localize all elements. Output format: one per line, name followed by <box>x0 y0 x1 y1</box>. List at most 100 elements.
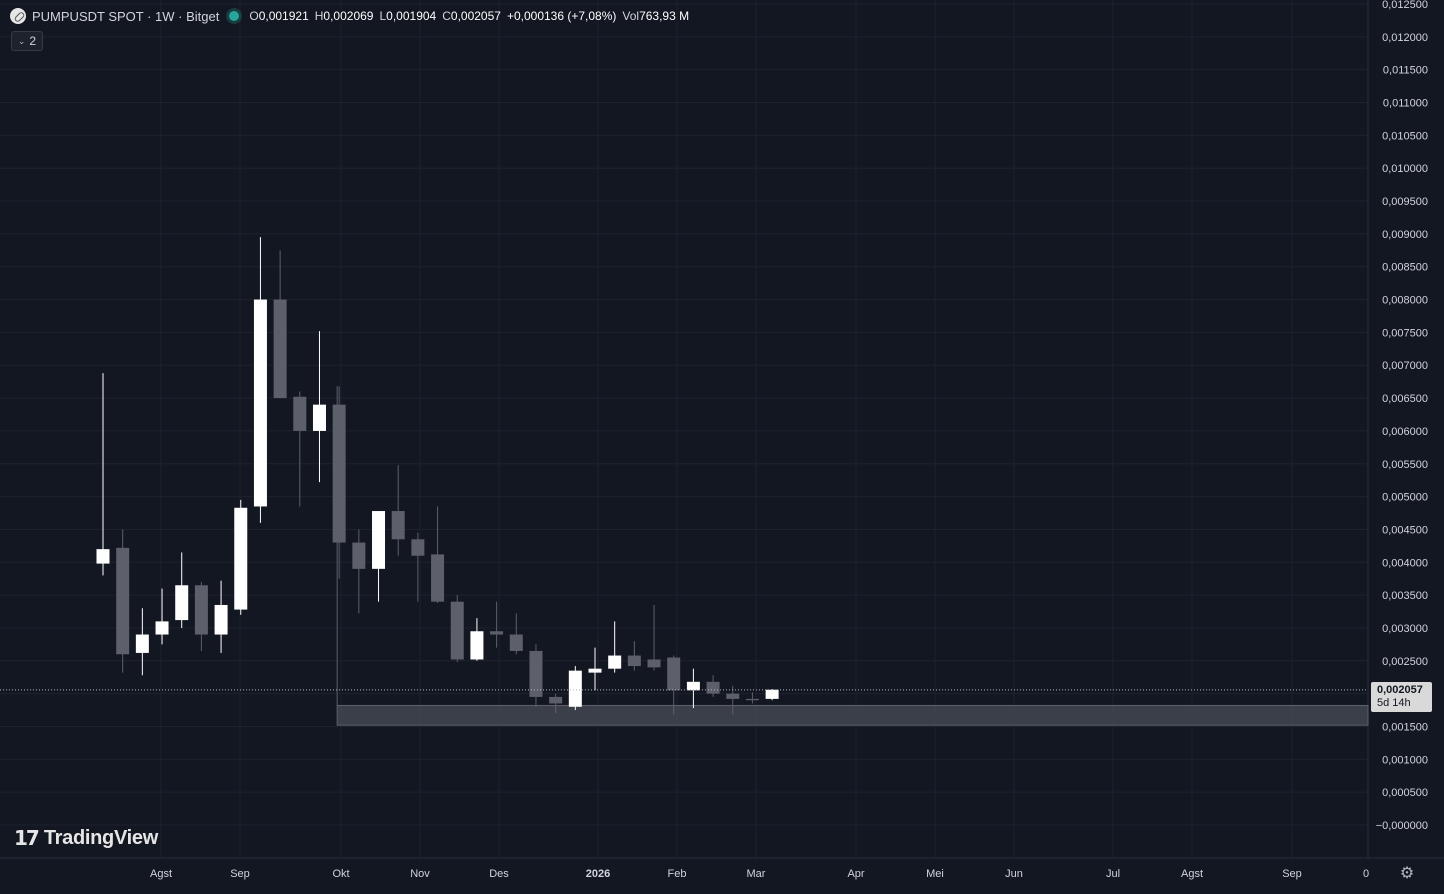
candle[interactable] <box>155 588 169 645</box>
candle[interactable] <box>116 529 130 673</box>
time-tick-label: 2026 <box>586 868 610 880</box>
candle-body <box>549 696 563 704</box>
candle[interactable] <box>332 386 346 579</box>
candle[interactable] <box>214 580 228 653</box>
candle[interactable] <box>175 552 189 628</box>
candle[interactable] <box>726 685 740 715</box>
candle-body <box>568 670 582 707</box>
candle[interactable] <box>745 692 759 704</box>
candles[interactable] <box>96 237 779 715</box>
price-tick-label: 0,009000 <box>1382 229 1428 241</box>
candle-body <box>509 634 523 651</box>
candle[interactable] <box>96 373 110 576</box>
tradingview-logo[interactable]: 17 TradingView <box>14 826 158 850</box>
low-value: 0,001904 <box>386 9 437 23</box>
candle-body <box>116 547 130 655</box>
candle[interactable] <box>411 532 425 602</box>
candle[interactable] <box>253 237 267 523</box>
time-axis[interactable]: Agst Sep Okt Nov Des 2026 Feb Mar Apr Mei Jun Jul Ag… <box>150 868 1369 880</box>
candle[interactable] <box>470 618 484 661</box>
candle[interactable] <box>431 506 445 604</box>
candle-body <box>529 650 543 697</box>
change-value: +0,000136 (+7,08%) <box>506 9 617 23</box>
tradingview-logo-text: TradingView <box>43 826 158 849</box>
price-tick-label: 0,006500 <box>1382 393 1428 405</box>
candle[interactable] <box>352 529 366 614</box>
price-tick-label: 0,011000 <box>1383 98 1428 110</box>
candle[interactable] <box>667 655 681 715</box>
candle-body <box>647 659 661 668</box>
candle[interactable] <box>529 644 543 707</box>
candle[interactable] <box>608 621 622 673</box>
candle-body <box>194 585 208 635</box>
market-status-icon[interactable] <box>229 11 240 21</box>
price-tick-label: 0,004500 <box>1382 524 1428 536</box>
price-axis[interactable]: 0,012500 0,012000 0,011500 0,011000 0,010500… <box>1376 0 1428 832</box>
time-tick-label: Okt <box>332 868 349 880</box>
candle-body <box>608 655 622 669</box>
candle-body <box>391 511 405 540</box>
open-label: O <box>249 9 259 23</box>
price-tick-label: 0,008500 <box>1382 262 1428 274</box>
candle-body <box>745 698 759 701</box>
price-tick-label: 0,003000 <box>1382 623 1428 635</box>
candle-body <box>96 549 110 564</box>
time-tick-label: Mei <box>926 868 944 880</box>
time-tick-label: Mar <box>747 868 766 880</box>
time-tick-label: Agst <box>150 868 172 880</box>
price-tick-label: 0,012500 <box>1382 0 1428 11</box>
indicators-count: 2 <box>29 34 37 48</box>
price-tick-label: 0,001000 <box>1382 754 1428 766</box>
high-value: 0,002069 <box>323 9 374 23</box>
candle-body <box>726 693 740 699</box>
candle[interactable] <box>686 668 700 709</box>
candle[interactable] <box>765 689 779 701</box>
candle[interactable] <box>391 465 405 556</box>
candle[interactable] <box>312 331 326 483</box>
high-label: H <box>314 9 324 23</box>
candle[interactable] <box>568 666 582 711</box>
candle[interactable] <box>194 581 208 651</box>
symbol-title[interactable]: PUMPUSDT SPOT · 1W · Bitget <box>32 8 220 24</box>
candle-body <box>372 511 386 569</box>
time-tick-label: Sep <box>230 868 250 880</box>
support-zone-rect[interactable] <box>336 704 1369 726</box>
time-tick-label: Feb <box>668 868 687 880</box>
volume-label: Vol <box>622 9 640 23</box>
candle[interactable] <box>706 675 720 697</box>
volume-value: 763,93 M <box>639 9 690 23</box>
candle[interactable] <box>549 693 563 714</box>
candle[interactable] <box>135 608 149 676</box>
candle[interactable] <box>293 391 307 507</box>
price-tick-label: 0,009500 <box>1382 196 1428 208</box>
candle[interactable] <box>588 647 602 691</box>
close-value: 0,002057 <box>450 9 501 23</box>
time-tick-label: Nov <box>410 868 430 880</box>
candle[interactable] <box>490 601 504 648</box>
candle[interactable] <box>509 613 523 655</box>
candle-body <box>588 668 602 673</box>
price-tick-label: 0,010500 <box>1382 130 1428 142</box>
time-tick-label: Agst <box>1181 868 1203 880</box>
candle[interactable] <box>627 641 641 671</box>
candle[interactable] <box>647 604 661 671</box>
candle[interactable] <box>372 511 386 602</box>
price-tick-label: 0,000500 <box>1382 787 1428 799</box>
symbol-legend: PUMPUSDT SPOT · 1W · Bitget O 0,001921 H… <box>10 6 695 26</box>
current-price-tag: 0,002057 5d 14h <box>1371 682 1432 712</box>
price-tick-label: −0,000000 <box>1376 820 1428 832</box>
candle[interactable] <box>273 250 287 399</box>
chart-settings-gear-icon[interactable]: ⚙ <box>1399 863 1415 882</box>
time-tick-label: 0 <box>1363 868 1369 880</box>
candle-body <box>706 681 720 694</box>
candle[interactable] <box>234 499 248 615</box>
candle-body <box>686 681 700 691</box>
support-zone <box>336 386 1369 726</box>
price-tick-label: 0,002500 <box>1382 656 1428 668</box>
candle[interactable] <box>450 595 464 663</box>
indicators-toggle-button[interactable]: ⌄ 2 <box>11 31 43 51</box>
symbol-logo-icon[interactable] <box>10 8 26 24</box>
close-label: C <box>442 9 451 23</box>
